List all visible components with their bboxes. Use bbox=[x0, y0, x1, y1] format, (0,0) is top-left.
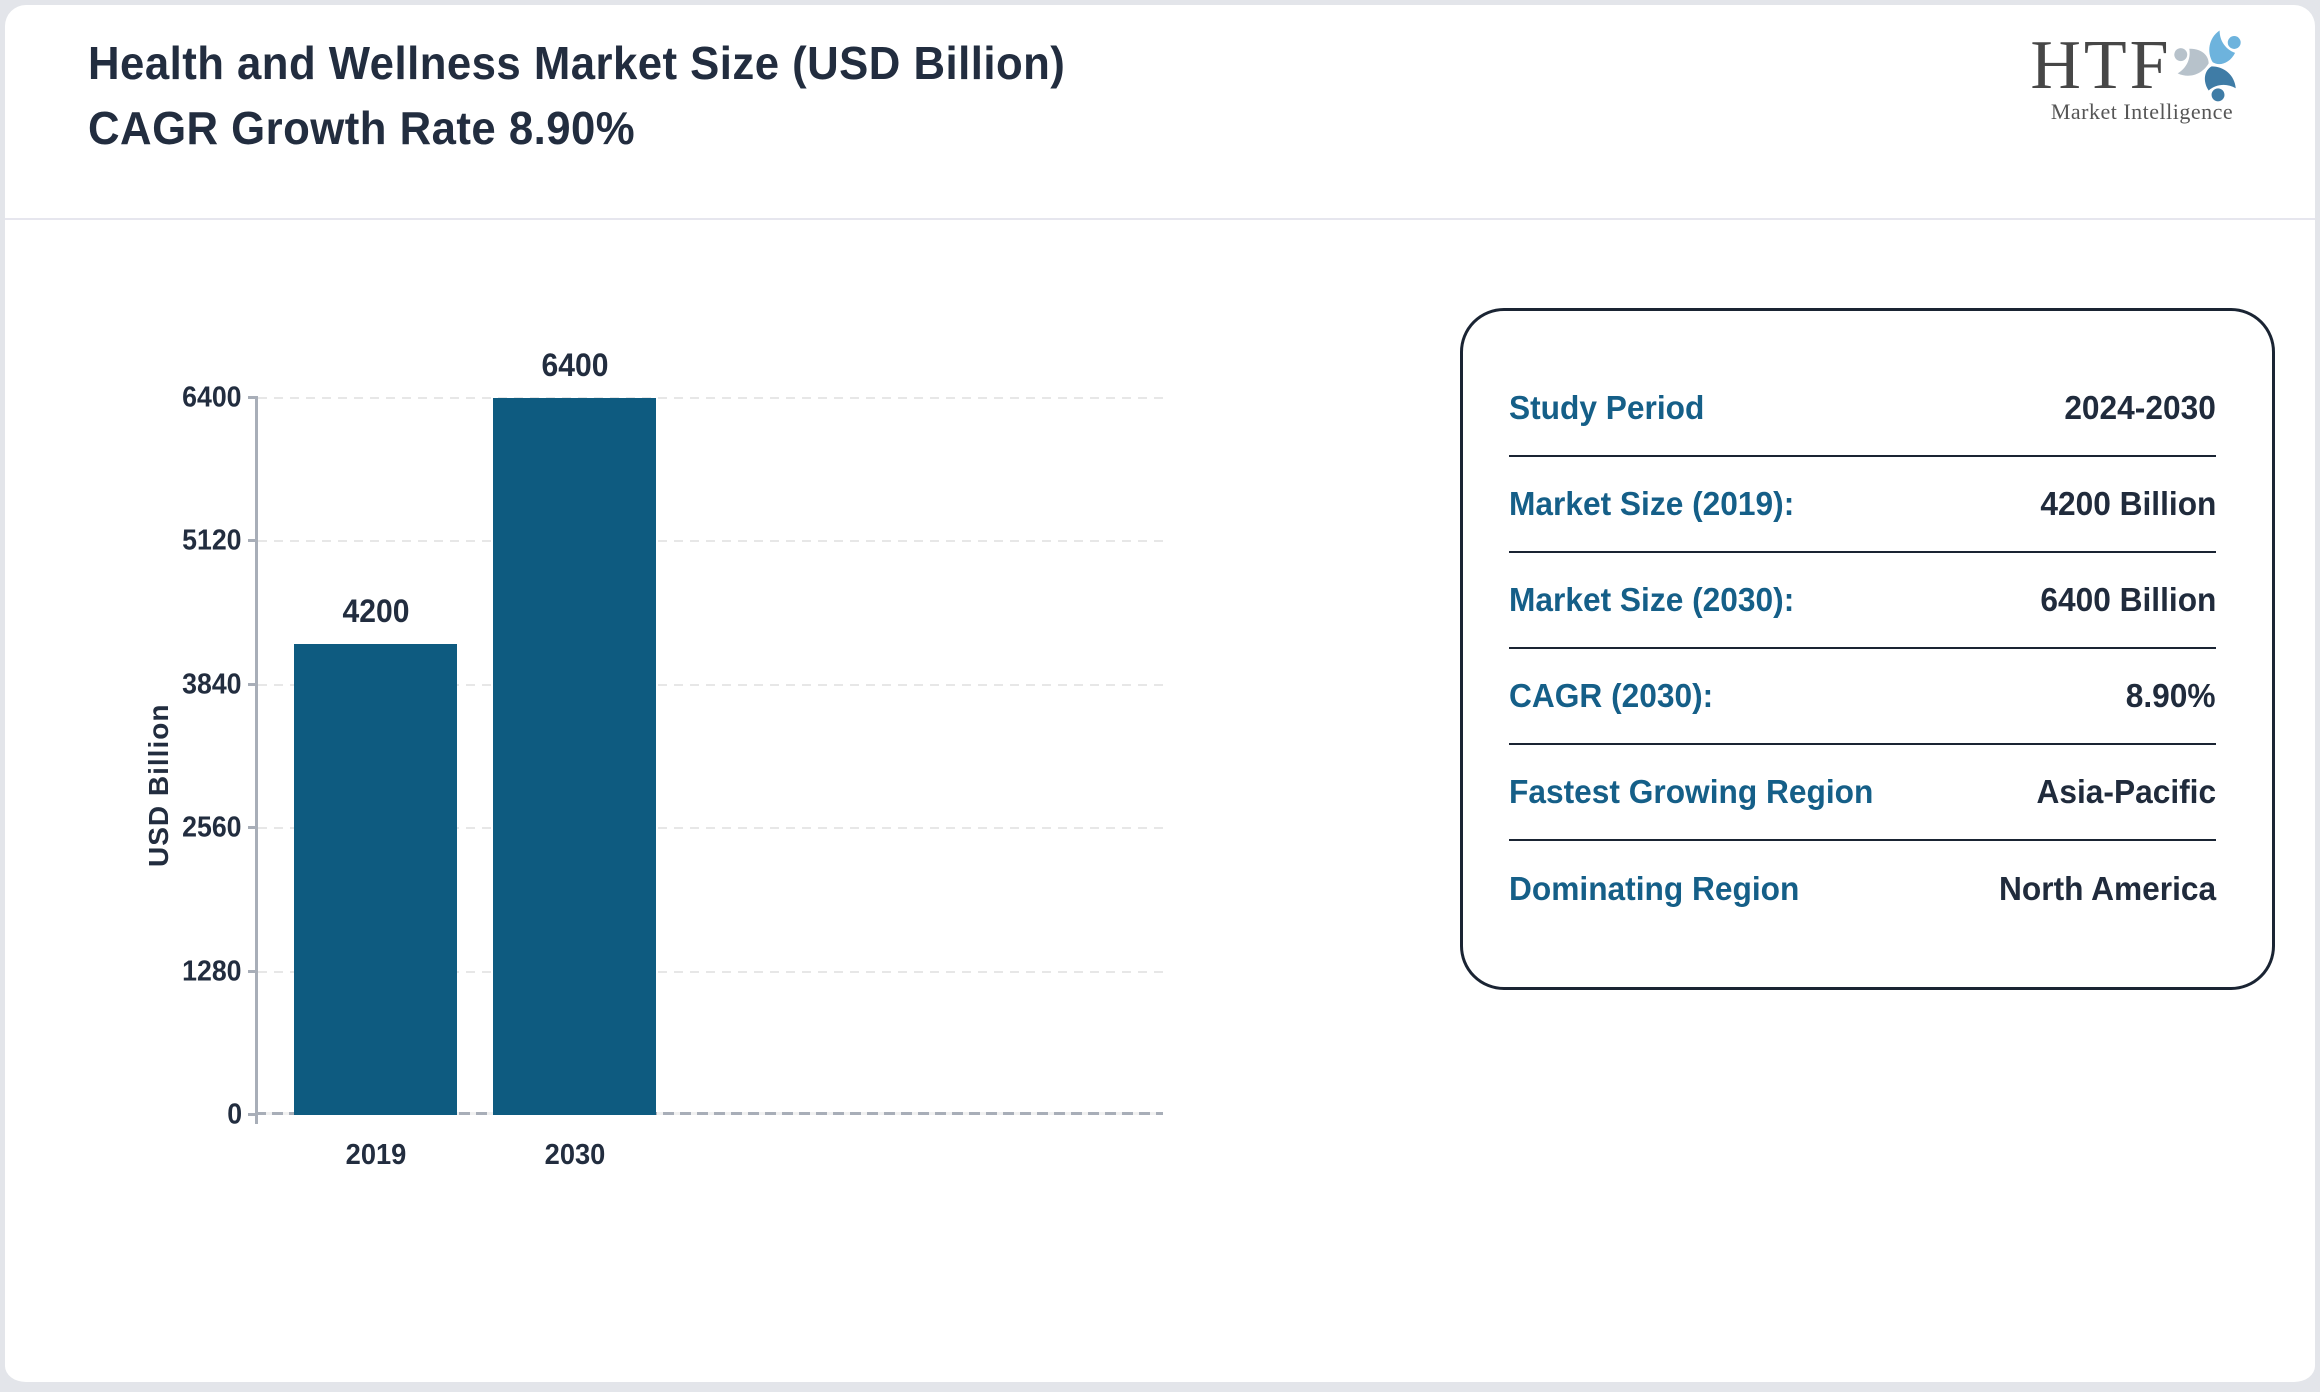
info-value-1: 4200 Billion bbox=[2039, 485, 2216, 522]
y-tick-label: 1280 bbox=[182, 955, 242, 988]
info-value-0: 2024-2030 bbox=[2064, 389, 2216, 426]
info-value-3: 8.90% bbox=[2126, 677, 2216, 714]
y-tick-label: 6400 bbox=[182, 381, 242, 414]
y-tick-mark bbox=[248, 969, 258, 973]
y-tick-mark bbox=[248, 826, 258, 830]
info-row-3: CAGR (2030): 8.90% bbox=[1509, 649, 2216, 745]
info-value-4: Asia-Pacific bbox=[2036, 773, 2216, 810]
info-label-4: Fastest Growing Region bbox=[1509, 773, 1874, 810]
gridline bbox=[258, 397, 1163, 399]
y-axis-title: USD Billion bbox=[143, 703, 174, 867]
y-tick-label: 2560 bbox=[182, 811, 242, 844]
bar-value-label-2030: 6400 bbox=[541, 347, 609, 383]
info-row-5: Dominating Region North America bbox=[1509, 841, 2216, 937]
logo-subtitle: Market Intelligence bbox=[2050, 99, 2234, 124]
x-tick-label-2019: 2019 bbox=[345, 1139, 406, 1171]
y-tick-mark bbox=[248, 1113, 258, 1116]
page-title-line1: Health and Wellness Market Size (USD Bil… bbox=[88, 37, 1066, 89]
info-label-0: Study Period bbox=[1509, 389, 1705, 426]
y-tick-label: 5120 bbox=[182, 524, 242, 557]
page-title-line2: CAGR Growth Rate 8.90% bbox=[88, 102, 636, 155]
bar-value-label-2019: 4200 bbox=[342, 593, 410, 630]
info-value-5: North America bbox=[1998, 870, 2216, 907]
y-tick-mark bbox=[248, 539, 258, 543]
y-tick-mark bbox=[248, 396, 258, 399]
header-divider bbox=[5, 218, 2315, 220]
info-label-1: Market Size (2019): bbox=[1509, 485, 1795, 522]
info-label-5: Dominating Region bbox=[1509, 870, 1800, 907]
info-row-1: Market Size (2019): 4200 Billion bbox=[1509, 457, 2216, 553]
y-axis-line bbox=[255, 398, 258, 1124]
gridline bbox=[258, 683, 1163, 686]
gridline bbox=[258, 827, 1163, 830]
bar-chart-plot-area: 0 1280 2560 3840 5120 6400 4200 2019 6400 2030 bbox=[183, 347, 1163, 1171]
info-row-0: Study Period 2024-2030 bbox=[1509, 361, 2216, 457]
gridline bbox=[258, 970, 1163, 973]
page-title: Health and Wellness Market Size (USD Bil… bbox=[88, 31, 1065, 162]
bar-2030 bbox=[493, 398, 657, 1115]
htf-logo: HTF Market Intelligence bbox=[2017, 25, 2267, 125]
info-row-4: Fastest Growing Region Asia-Pacific bbox=[1509, 745, 2216, 841]
info-label-3: CAGR (2030): bbox=[1509, 677, 1714, 714]
people-swirl-icon bbox=[2173, 30, 2241, 102]
bar-2019 bbox=[294, 644, 458, 1115]
info-value-2: 6400 Billion bbox=[2039, 581, 2216, 618]
logo-row: HTF bbox=[2017, 25, 2267, 107]
info-label-2: Market Size (2030): bbox=[1509, 581, 1795, 618]
y-tick-mark bbox=[248, 682, 258, 686]
gridline bbox=[258, 540, 1163, 543]
x-tick-label-2030: 2030 bbox=[544, 1139, 606, 1171]
y-tick-label: 0 bbox=[227, 1098, 242, 1131]
x-axis-baseline bbox=[255, 1112, 1163, 1115]
info-row-2: Market Size (2030): 6400 Billion bbox=[1509, 553, 2216, 649]
info-panel: Study Period 2024-2030 Market Size (2019):… bbox=[1460, 308, 2275, 990]
logo-text: HTF bbox=[2030, 27, 2172, 104]
y-tick-label: 3840 bbox=[182, 668, 242, 701]
